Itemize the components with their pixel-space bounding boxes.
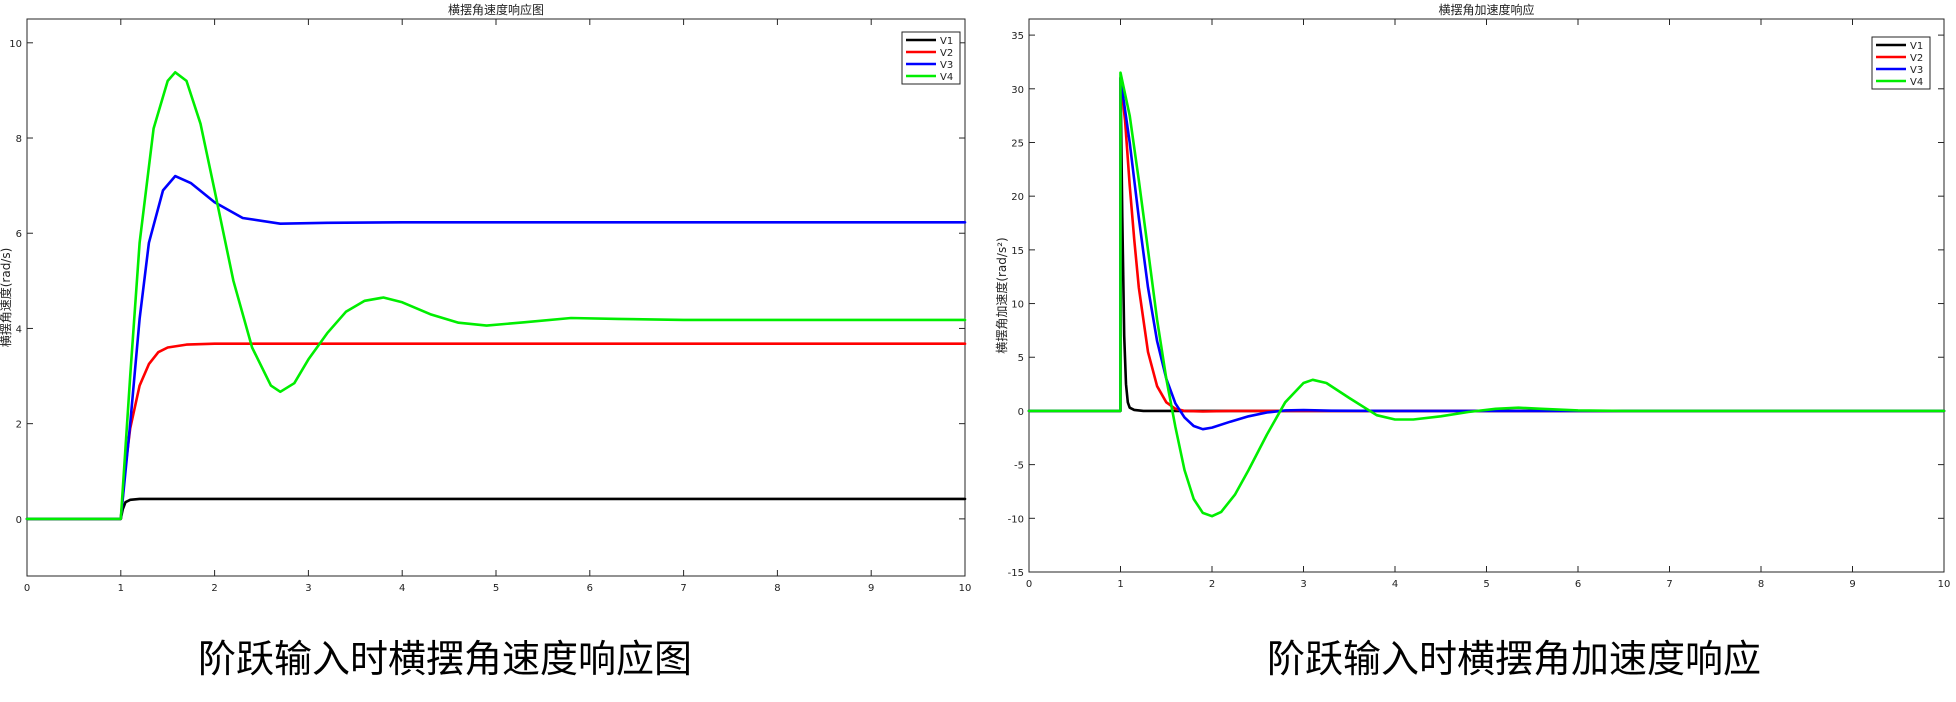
- y-tick-label: 8: [16, 134, 22, 145]
- left-figure-caption: 阶跃输入时横摆角速度响应图: [197, 637, 693, 681]
- y-tick-label: 15: [1011, 246, 1024, 257]
- y-tick-label: 25: [1011, 138, 1024, 149]
- legend-label-v1: V1: [1910, 41, 1923, 52]
- x-tick-label: 9: [868, 583, 874, 594]
- series-line-v4: [1027, 71, 1946, 518]
- y-tick-label: 4: [16, 324, 22, 335]
- y-tick-label: 10: [9, 39, 22, 50]
- x-tick-label: 8: [774, 583, 780, 594]
- x-tick-label: 1: [1117, 579, 1123, 590]
- x-tick-label: 0: [24, 583, 30, 594]
- plot-frame: [26, 18, 966, 577]
- legend-label-v3: V3: [940, 60, 953, 71]
- y-tick-label: -15: [1008, 568, 1024, 579]
- x-tick-label: 0: [1026, 579, 1032, 590]
- x-tick-label: 6: [1575, 579, 1581, 590]
- legend-label-v1: V1: [940, 36, 953, 47]
- legend-label-v4: V4: [1910, 77, 1923, 88]
- x-tick-label: 7: [1666, 579, 1672, 590]
- right-figure-caption: 阶跃输入时横摆角加速度响应: [1266, 637, 1762, 681]
- chart-2: 横摆角加速度响应 0 1 2 3 4 5 6 7 8 9 10 -15 -10 -5 0 5 10 15 20 25 30…: [994, 2, 1950, 590]
- x-tick-label: 10: [1938, 579, 1951, 590]
- y-axis-label: 横摆角速度(rad/s): [0, 248, 13, 348]
- x-tick-label: 8: [1758, 579, 1764, 590]
- x-tick-label: 4: [399, 583, 405, 594]
- y-tick-label: 0: [1018, 407, 1024, 418]
- x-tick-label: 4: [1392, 579, 1398, 590]
- y-tick-label: 20: [1011, 192, 1024, 203]
- y-tick-label: 5: [1018, 353, 1024, 364]
- chart-title: 横摆角速度响应图: [448, 2, 544, 17]
- x-tick-label: 10: [959, 583, 972, 594]
- y-tick-label: -10: [1008, 514, 1024, 525]
- x-tick-label: 7: [680, 583, 686, 594]
- series-line-v4: [25, 71, 967, 521]
- legend-label-v2: V2: [940, 48, 953, 59]
- y-tick-label: -5: [1014, 461, 1024, 472]
- series-line-v3: [25, 174, 967, 521]
- x-tick-label: 6: [587, 583, 593, 594]
- x-tick-label: 5: [1483, 579, 1489, 590]
- y-tick-label: 6: [16, 229, 22, 240]
- legend-label-v3: V3: [1910, 65, 1923, 76]
- y-tick-label: 0: [16, 515, 22, 526]
- x-tick-label: 9: [1849, 579, 1855, 590]
- x-tick-label: 2: [211, 583, 217, 594]
- y-tick-label: 35: [1011, 31, 1024, 42]
- y-tick-label: 2: [16, 420, 22, 431]
- series-line-v3: [1027, 76, 1946, 431]
- plot-frame: [1028, 18, 1945, 573]
- x-tick-label: 3: [305, 583, 311, 594]
- y-tick-label: 30: [1011, 85, 1024, 96]
- chart-1: 横摆角速度响应图 0 1 2 3 4 5 6 7 8 9 10 0 2 4 6 8 10 横摆角速度(rad/s) V…: [0, 2, 971, 594]
- legend-label-v4: V4: [940, 72, 953, 83]
- x-tick-label: 5: [493, 583, 499, 594]
- y-tick-label: 10: [1011, 300, 1024, 311]
- legend-label-v2: V2: [1910, 53, 1923, 64]
- chart-title: 横摆角加速度响应: [1438, 2, 1534, 17]
- y-axis-label: 横摆角加速度(rad/s²): [994, 237, 1009, 353]
- x-tick-label: 3: [1300, 579, 1306, 590]
- x-tick-label: 1: [118, 583, 124, 594]
- x-tick-label: 2: [1209, 579, 1215, 590]
